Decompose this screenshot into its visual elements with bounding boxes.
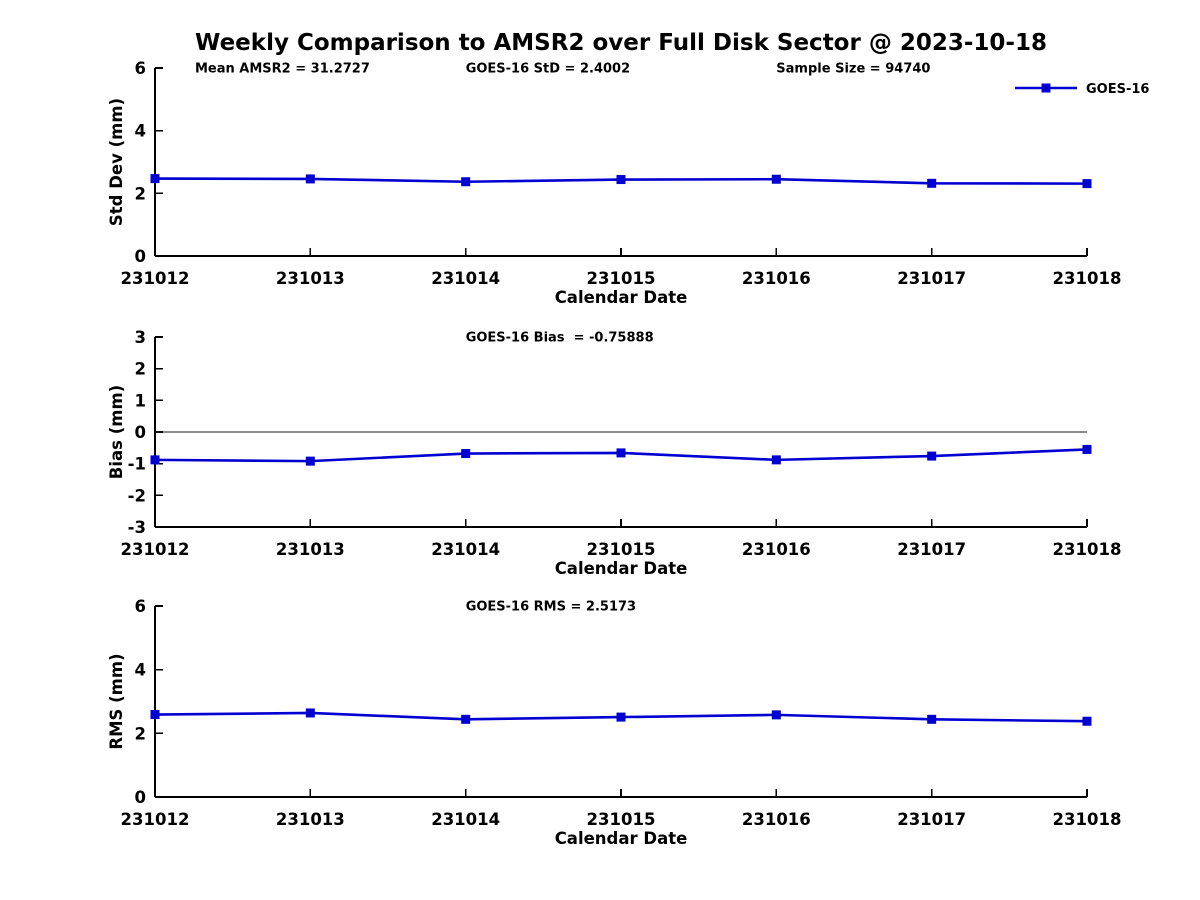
data-point-marker xyxy=(461,714,471,724)
x-tick-label: 231017 xyxy=(897,810,966,829)
x-tick-label: 231017 xyxy=(897,540,966,559)
x-tick-label: 231015 xyxy=(587,540,656,559)
y-tick-label: 2 xyxy=(135,724,146,743)
y-tick-label: 0 xyxy=(135,247,146,266)
y-tick-label: 2 xyxy=(135,360,146,379)
x-tick-label: 231015 xyxy=(587,810,656,829)
bias-subplot: -3 -2 -1 0 1 2 3 231012 231013 231014 231015 231016… xyxy=(107,328,1121,578)
y-tick-label: 6 xyxy=(135,597,146,616)
x-tick-label: 231014 xyxy=(431,269,500,288)
x-tick-label: 231013 xyxy=(276,269,345,288)
chart-title: Weekly Comparison to AMSR2 over Full Dis… xyxy=(195,30,1047,56)
annotation: GOES-16 StD = 2.4002 xyxy=(466,62,630,77)
x-tick-label: 231016 xyxy=(742,540,811,559)
data-point-marker xyxy=(616,712,626,722)
data-point-marker xyxy=(150,710,160,720)
y-axis-title: Bias (mm) xyxy=(107,385,126,479)
legend-label: GOES-16 xyxy=(1086,82,1149,97)
x-tick-label: 231014 xyxy=(431,540,500,559)
x-tick-label: 231012 xyxy=(121,540,190,559)
x-tick-label: 231018 xyxy=(1053,540,1122,559)
data-point-marker xyxy=(305,174,315,184)
data-point-marker xyxy=(461,177,471,187)
data-point-marker xyxy=(927,178,937,188)
y-axis-title: RMS (mm) xyxy=(107,653,126,749)
y-tick-label: -1 xyxy=(128,455,146,474)
annotation: Sample Size = 94740 xyxy=(776,62,930,77)
x-tick-label: 231012 xyxy=(121,269,190,288)
y-tick-label: 0 xyxy=(135,423,146,442)
rms-subplot: 0 2 4 6 231012 231013 231014 231015 231016 231017… xyxy=(107,597,1121,848)
x-axis-title: Calendar Date xyxy=(555,829,688,848)
data-point-marker xyxy=(616,175,626,185)
y-tick-label: 4 xyxy=(135,122,146,141)
x-tick-label: 231017 xyxy=(897,269,966,288)
data-point-marker xyxy=(771,174,781,184)
data-point-marker xyxy=(305,456,315,466)
y-tick-label: 6 xyxy=(135,59,146,78)
data-point-marker xyxy=(305,708,315,718)
data-point-marker xyxy=(927,714,937,724)
annotation: GOES-16 RMS = 2.5173 xyxy=(466,600,636,615)
y-tick-label: 0 xyxy=(135,788,146,807)
y-tick-label: -3 xyxy=(128,518,146,537)
data-point-marker xyxy=(771,710,781,720)
annotation: Mean AMSR2 = 31.2727 xyxy=(195,62,370,77)
legend-marker xyxy=(1041,83,1051,93)
x-tick-label: 231018 xyxy=(1053,810,1122,829)
y-tick-label: 1 xyxy=(135,391,146,410)
x-tick-label: 231013 xyxy=(276,540,345,559)
data-point-marker xyxy=(927,451,937,461)
x-tick-label: 231015 xyxy=(587,269,656,288)
x-tick-label: 231012 xyxy=(121,810,190,829)
data-point-marker xyxy=(1082,179,1092,189)
x-axis-title: Calendar Date xyxy=(555,559,688,578)
x-tick-label: 231013 xyxy=(276,810,345,829)
data-point-marker xyxy=(461,449,471,459)
annotation: GOES-16 Bias = -0.75888 xyxy=(466,331,654,346)
data-point-marker xyxy=(616,448,626,458)
data-point-marker xyxy=(150,174,160,184)
stddev-subplot: 0 2 4 6 231012 231013 231014 231015 231016 231017… xyxy=(107,59,1149,307)
x-tick-label: 231014 xyxy=(431,810,500,829)
y-tick-label: 2 xyxy=(135,184,146,203)
y-tick-label: -2 xyxy=(128,486,146,505)
x-axis-title: Calendar Date xyxy=(555,288,688,307)
x-tick-label: 231016 xyxy=(742,269,811,288)
x-tick-label: 231016 xyxy=(742,810,811,829)
y-axis-title: Std Dev (mm) xyxy=(107,98,126,226)
data-point-marker xyxy=(771,455,781,465)
y-tick-label: 4 xyxy=(135,661,146,680)
data-point-marker xyxy=(150,455,160,465)
y-tick-label: 3 xyxy=(135,328,146,347)
x-tick-label: 231018 xyxy=(1053,269,1122,288)
data-point-marker xyxy=(1082,444,1092,454)
data-point-marker xyxy=(1082,716,1092,726)
